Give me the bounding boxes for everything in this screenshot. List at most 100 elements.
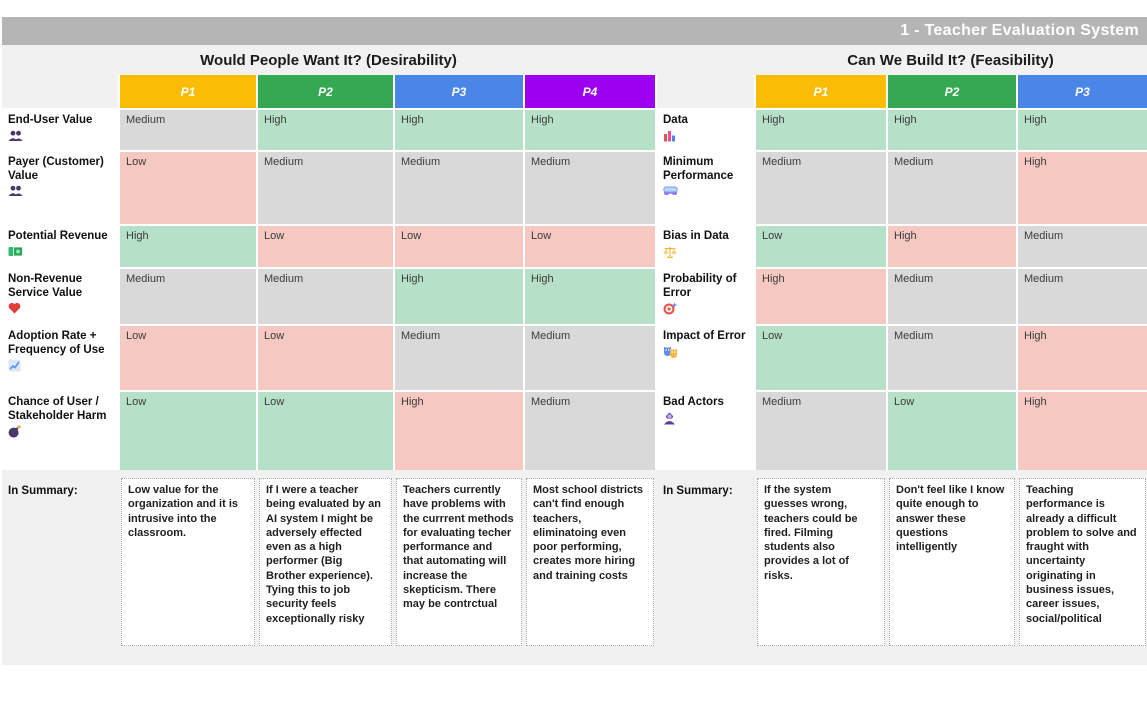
summary-row: In Summary: Low value for the organizatio… bbox=[2, 477, 1147, 647]
desirability-column-header-p2[interactable]: P2 bbox=[258, 75, 393, 108]
matrix-cell-desirability-r1-p2[interactable]: High bbox=[258, 110, 393, 150]
desirability-row-label-label: Chance of User / Stakeholder Harm bbox=[8, 396, 107, 422]
matrix-cell-desirability-r6-p2[interactable]: Low bbox=[258, 392, 393, 470]
scale-icon bbox=[663, 246, 749, 260]
matrix-cell-desirability-r1-p4[interactable]: High bbox=[525, 110, 655, 150]
people-icon bbox=[8, 130, 113, 144]
desirability-row-label-label: End-User Value bbox=[8, 114, 93, 126]
summary-cell-feasibility-p1[interactable]: If the system guesses wrong, teachers co… bbox=[757, 478, 885, 646]
matrix-cell-desirability-r5-p4[interactable]: Medium bbox=[525, 326, 655, 390]
matrix-cell-desirability-r2-p4[interactable]: Medium bbox=[525, 152, 655, 224]
desirability-column-header-p1[interactable]: P1 bbox=[120, 75, 256, 108]
matrix-cell-desirability-r4-p4[interactable]: High bbox=[525, 269, 655, 324]
matrix-cell-feasibility-r3-p3[interactable]: Medium bbox=[1018, 226, 1147, 267]
summary-cell-feasibility-p3[interactable]: Teaching performance is already a diffic… bbox=[1019, 478, 1146, 646]
feasibility-row-label-label: Minimum Performance bbox=[663, 156, 734, 182]
matrix-cell-feasibility-r1-p1[interactable]: High bbox=[756, 110, 886, 150]
matrix-cell-feasibility-r1-p2[interactable]: High bbox=[888, 110, 1016, 150]
feasibility-row-label-label: Bias in Data bbox=[663, 230, 729, 242]
matrix-cell-desirability-r6-p3[interactable]: High bbox=[395, 392, 523, 470]
summary-label-feasibility: In Summary: bbox=[663, 485, 733, 497]
matrix-cell-desirability-r1-p3[interactable]: High bbox=[395, 110, 523, 150]
matrix-cell-desirability-r2-p3[interactable]: Medium bbox=[395, 152, 523, 224]
feasibility-row-label[interactable]: Bad Actors bbox=[657, 392, 754, 470]
matrix-cell-feasibility-r3-p2[interactable]: High bbox=[888, 226, 1016, 267]
matrix-cell-desirability-r3-p4[interactable]: Low bbox=[525, 226, 655, 267]
matrix-cell-desirability-r4-p2[interactable]: Medium bbox=[258, 269, 393, 324]
matrix-cell-feasibility-r5-p1[interactable]: Low bbox=[756, 326, 886, 390]
desirability-row-label[interactable]: Adoption Rate + Frequency of Use bbox=[2, 326, 118, 390]
summary-cell-desirability-p4[interactable]: Most school districts can't find enough … bbox=[526, 478, 654, 646]
bar-chart-icon bbox=[663, 130, 749, 144]
matrix-cell-feasibility-r2-p2[interactable]: Medium bbox=[888, 152, 1016, 224]
desirability-row-label[interactable]: Payer (Customer) Value bbox=[2, 152, 118, 224]
feasibility-row-label-label: Probability of Error bbox=[663, 273, 737, 299]
matrix-cell-feasibility-r2-p1[interactable]: Medium bbox=[756, 152, 886, 224]
matrix-cell-feasibility-r4-p3[interactable]: Medium bbox=[1018, 269, 1147, 324]
desirability-row-label-label: Adoption Rate + Frequency of Use bbox=[8, 330, 105, 356]
matrix-cell-desirability-r5-p1[interactable]: Low bbox=[120, 326, 256, 390]
banknote-icon bbox=[8, 246, 113, 260]
feasibility-row-label[interactable]: Probability of Error bbox=[657, 269, 754, 324]
matrix-cell-desirability-r6-p1[interactable]: Low bbox=[120, 392, 256, 470]
feasibility-column-header-p1[interactable]: P1 bbox=[756, 75, 886, 108]
matrix-cell-feasibility-r5-p3[interactable]: High bbox=[1018, 326, 1147, 390]
matrix-cell-desirability-r3-p3[interactable]: Low bbox=[395, 226, 523, 267]
summary-label-desirability: In Summary: bbox=[8, 485, 78, 497]
summary-cell-desirability-p2[interactable]: If I were a teacher being evaluated by a… bbox=[259, 478, 392, 646]
feasibility-row-label[interactable]: Data bbox=[657, 110, 754, 150]
evaluation-matrix: P1 P2 P3 P4 P1 P2 P3 End-User Value Medium High Hi… bbox=[2, 75, 1147, 470]
desirability-row-label-label: Payer (Customer) Value bbox=[8, 156, 104, 182]
matrix-cell-desirability-r2-p2[interactable]: Medium bbox=[258, 152, 393, 224]
matrix-cell-desirability-r5-p2[interactable]: Low bbox=[258, 326, 393, 390]
desirability-row-label[interactable]: End-User Value bbox=[2, 110, 118, 150]
summary-cell-desirability-p1[interactable]: Low value for the organization and it is… bbox=[121, 478, 255, 646]
matrix-cell-desirability-r3-p1[interactable]: High bbox=[120, 226, 256, 267]
matrix-cell-desirability-r5-p3[interactable]: Medium bbox=[395, 326, 523, 390]
desirability-row-label[interactable]: Non-Revenue Service Value bbox=[2, 269, 118, 324]
masks-icon bbox=[663, 346, 749, 360]
feasibility-row-label-label: Data bbox=[663, 114, 688, 126]
matrix-cell-feasibility-r6-p3[interactable]: High bbox=[1018, 392, 1147, 470]
matrix-cell-desirability-r3-p2[interactable]: Low bbox=[258, 226, 393, 267]
section-title-desirability: Would People Want It? (Desirability) bbox=[200, 51, 457, 69]
section-header-band: Would People Want It? (Desirability) Can… bbox=[2, 45, 1147, 75]
feasibility-row-label[interactable]: Bias in Data bbox=[657, 226, 754, 267]
desirability-column-header-p4[interactable]: P4 bbox=[525, 75, 655, 108]
sheet-title-bar: 1 - Teacher Evaluation System bbox=[2, 17, 1147, 45]
matrix-cell-feasibility-r5-p2[interactable]: Medium bbox=[888, 326, 1016, 390]
section-title-feasibility: Can We Build It? (Feasibility) bbox=[847, 51, 1054, 69]
desirability-row-label[interactable]: Potential Revenue bbox=[2, 226, 118, 267]
desirability-row-label[interactable]: Chance of User / Stakeholder Harm bbox=[2, 392, 118, 470]
matrix-cell-feasibility-r4-p1[interactable]: High bbox=[756, 269, 886, 324]
matrix-cell-feasibility-r3-p1[interactable]: Low bbox=[756, 226, 886, 267]
matrix-cell-desirability-r6-p4[interactable]: Medium bbox=[525, 392, 655, 470]
matrix-cell-feasibility-r1-p3[interactable]: High bbox=[1018, 110, 1147, 150]
heart-icon bbox=[8, 302, 113, 316]
feasibility-column-header-p3[interactable]: P3 bbox=[1018, 75, 1147, 108]
chart-up-icon bbox=[8, 359, 113, 373]
evaluation-sheet: 1 - Teacher Evaluation System Would Peop… bbox=[2, 17, 1147, 665]
summary-cell-desirability-p3[interactable]: Teachers currently have problems with th… bbox=[396, 478, 522, 646]
matrix-cell-desirability-r4-p1[interactable]: Medium bbox=[120, 269, 256, 324]
feasibility-row-label-label: Bad Actors bbox=[663, 396, 724, 408]
feasibility-row-label[interactable]: Impact of Error bbox=[657, 326, 754, 390]
people-icon bbox=[8, 185, 113, 199]
feasibility-column-header-p2[interactable]: P2 bbox=[888, 75, 1016, 108]
feasibility-row-label[interactable]: Minimum Performance bbox=[657, 152, 754, 224]
matrix-cell-feasibility-r4-p2[interactable]: Medium bbox=[888, 269, 1016, 324]
desirability-row-label-label: Potential Revenue bbox=[8, 230, 108, 242]
goggles-icon bbox=[663, 185, 749, 199]
matrix-cell-feasibility-r2-p3[interactable]: High bbox=[1018, 152, 1147, 224]
matrix-cell-feasibility-r6-p2[interactable]: Low bbox=[888, 392, 1016, 470]
matrix-cell-feasibility-r6-p1[interactable]: Medium bbox=[756, 392, 886, 470]
corner-header-cell bbox=[2, 75, 118, 108]
matrix-cell-desirability-r2-p1[interactable]: Low bbox=[120, 152, 256, 224]
summary-cell-feasibility-p2[interactable]: Don't feel like I know quite enough to a… bbox=[889, 478, 1015, 646]
mid-header-cell bbox=[657, 75, 754, 108]
desirability-row-label-label: Non-Revenue Service Value bbox=[8, 273, 83, 299]
matrix-cell-desirability-r1-p1[interactable]: Medium bbox=[120, 110, 256, 150]
matrix-cell-desirability-r4-p3[interactable]: High bbox=[395, 269, 523, 324]
bomb-icon bbox=[8, 425, 113, 439]
desirability-column-header-p3[interactable]: P3 bbox=[395, 75, 523, 108]
